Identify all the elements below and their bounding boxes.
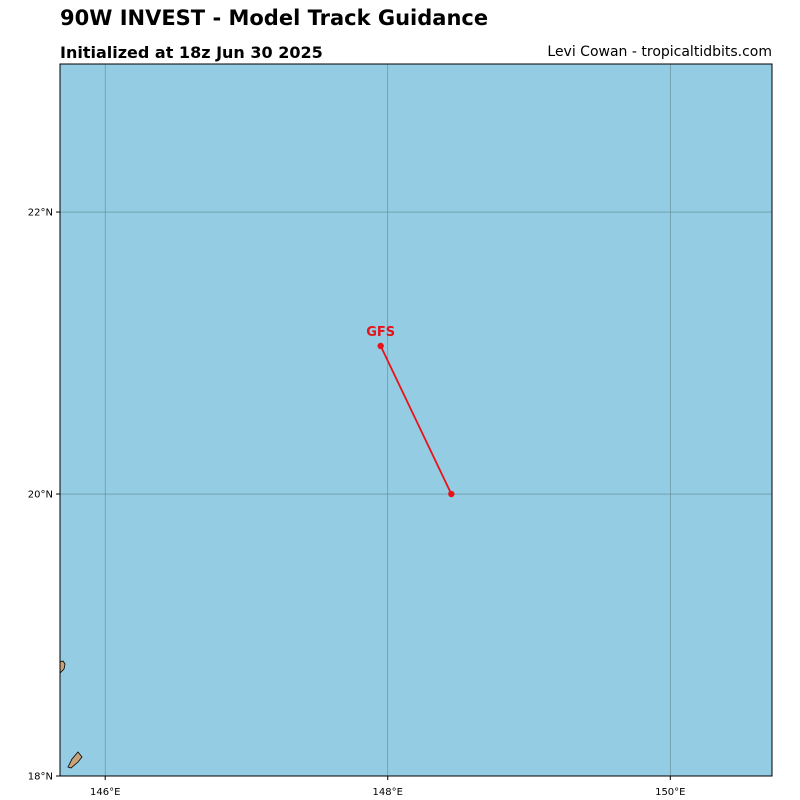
chart-subtitle: Initialized at 18z Jun 30 2025 — [60, 43, 323, 62]
island-south — [67, 751, 83, 769]
track-gfs: GFS — [366, 325, 455, 498]
model-label: GFS — [366, 325, 395, 340]
map-frame — [59, 63, 773, 777]
lat-tick-label: 18°N — [28, 772, 53, 783]
track-point — [448, 490, 455, 498]
track-line — [379, 345, 453, 495]
lon-tick-label: 146°E — [90, 787, 120, 798]
lat-tick-label: 20°N — [28, 490, 53, 501]
track-point — [377, 342, 384, 350]
lon-tick-label: 148°E — [373, 787, 403, 798]
axis-ticks: 146°E 148°E 150°E 18°N 20°N 22°N — [28, 208, 686, 798]
credit-text: Levi Cowan - tropicaltidbits.com — [547, 44, 772, 60]
chart-title: 90W INVEST - Model Track Guidance — [60, 6, 489, 30]
lon-tick-label: 150°E — [655, 787, 685, 798]
lat-tick-label: 22°N — [28, 208, 53, 219]
model-tracks: GFS — [366, 325, 455, 498]
